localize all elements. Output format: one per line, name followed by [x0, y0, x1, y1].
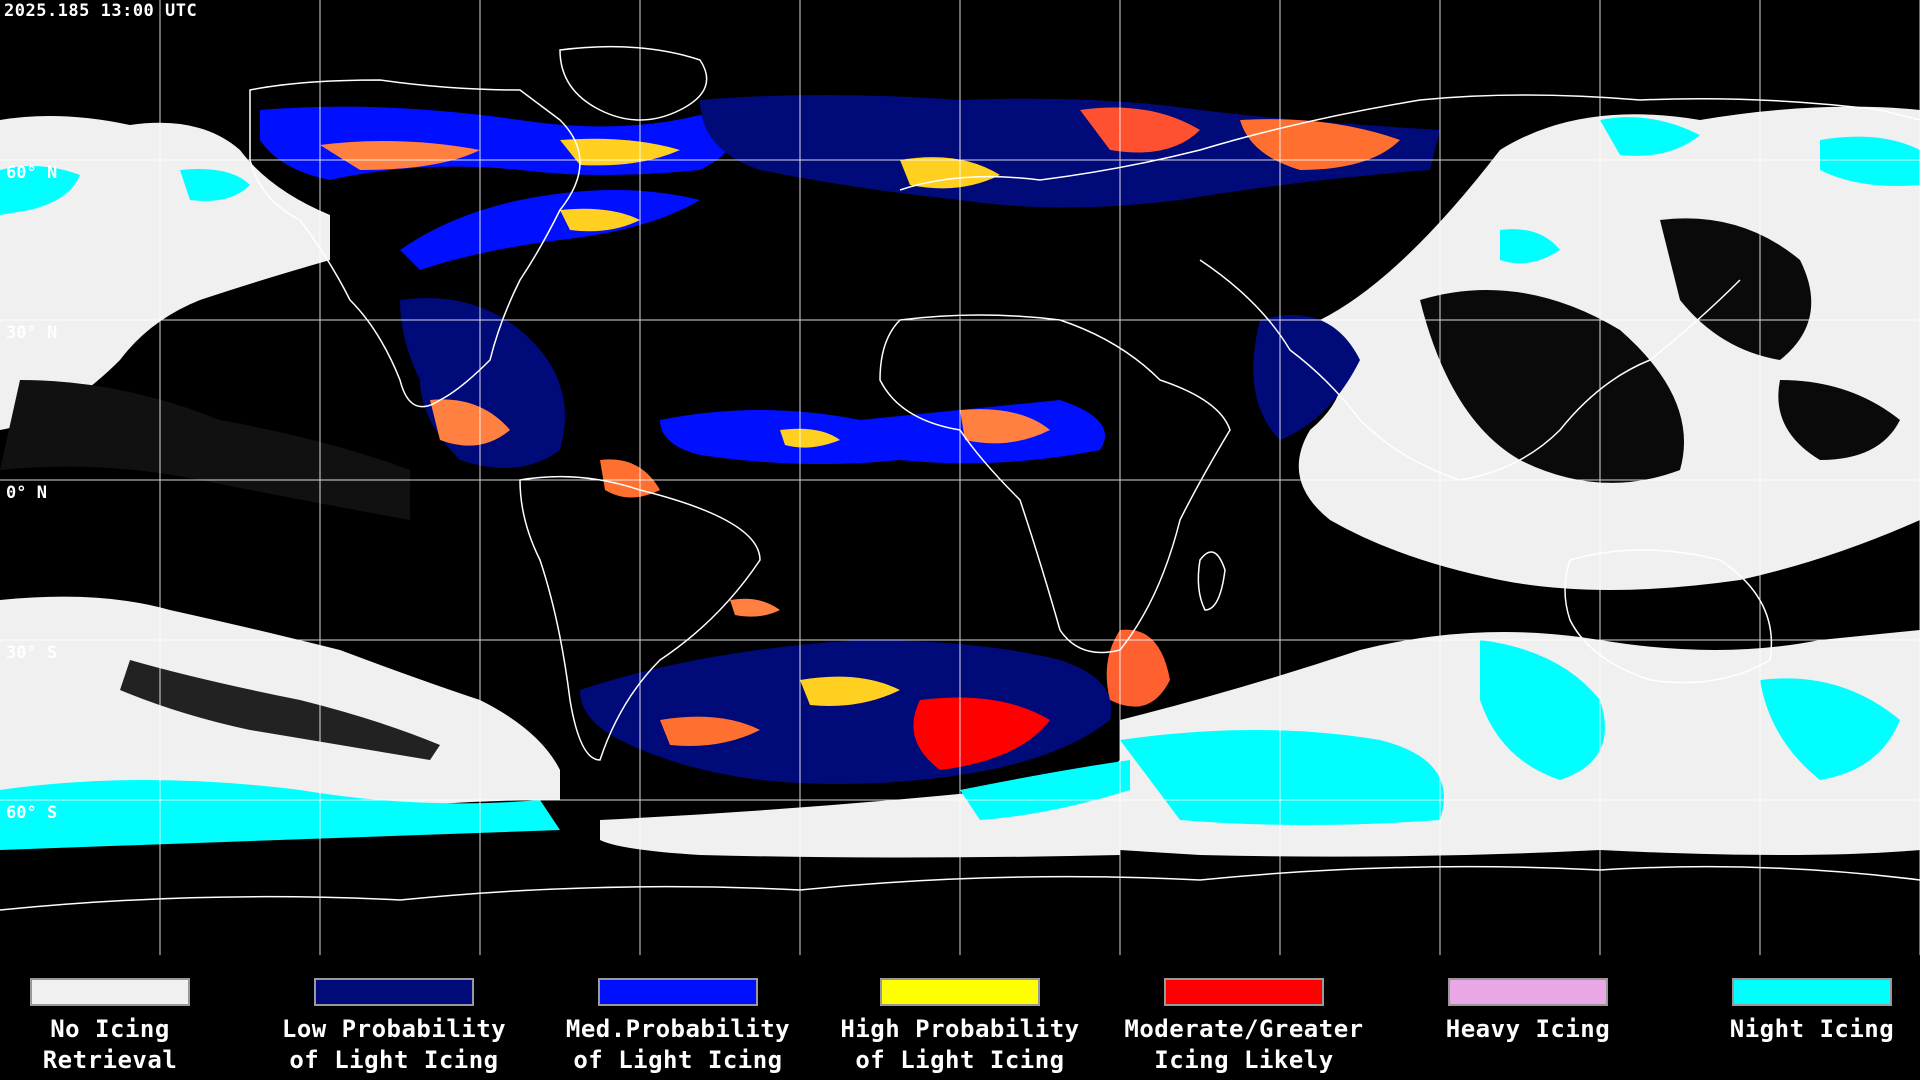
legend-swatch [1448, 978, 1608, 1006]
lat-label-0n: 0° N [6, 483, 47, 503]
north-america-coast [249, 79, 581, 408]
madagascar-coast [1197, 551, 1226, 611]
legend-item-low-probability: Low Probability of Light Icing [252, 978, 536, 1076]
lat-label-60s: 60° S [6, 803, 58, 823]
no-icing-cloud-regions [0, 106, 1920, 858]
greenland-coast [559, 45, 708, 121]
lat-label-30n: 30° N [6, 323, 58, 343]
color-legend: No Icing Retrieval Low Probability of Ligh… [0, 960, 1920, 1080]
lat-label-30s: 30° S [6, 643, 58, 663]
legend-swatch [1164, 978, 1324, 1006]
legend-label: Moderate/Greater Icing Likely [1124, 1015, 1364, 1074]
africa-coast [879, 314, 1231, 654]
legend-item-high-probability: High Probability of Light Icing [818, 978, 1102, 1076]
legend-swatch [880, 978, 1040, 1006]
timestamp-label: 2025.185 13:00 UTC [4, 1, 198, 21]
legend-item-med-probability: Med.Probability of Light Icing [536, 978, 820, 1076]
icing-map [0, 0, 1920, 955]
legend-swatch [30, 978, 190, 1006]
legend-label: High Probability of Light Icing [840, 1015, 1080, 1074]
legend-label: Heavy Icing [1445, 1015, 1611, 1043]
legend-label: Night Icing [1729, 1015, 1895, 1043]
legend-item-no-icing: No Icing Retrieval [0, 978, 252, 1076]
antarctica-coast [0, 865, 1920, 911]
legend-item-moderate-greater: Moderate/Greater Icing Likely [1102, 978, 1386, 1076]
legend-item-night-icing: Night Icing [1670, 978, 1920, 1045]
legend-swatch [598, 978, 758, 1006]
legend-label: Med.Probability of Light Icing [565, 1015, 791, 1074]
legend-swatch [314, 978, 474, 1006]
legend-swatch [1732, 978, 1892, 1006]
legend-label: No Icing Retrieval [42, 1015, 178, 1074]
legend-label: Low Probability of Light Icing [281, 1015, 507, 1074]
south-america-coast [519, 475, 761, 761]
lat-lon-grid [0, 0, 1920, 955]
icing-probability-regions [260, 95, 1440, 784]
legend-item-heavy-icing: Heavy Icing [1386, 978, 1670, 1045]
lat-label-60n: 60° N [6, 163, 58, 183]
australia-coast [1564, 549, 1773, 684]
